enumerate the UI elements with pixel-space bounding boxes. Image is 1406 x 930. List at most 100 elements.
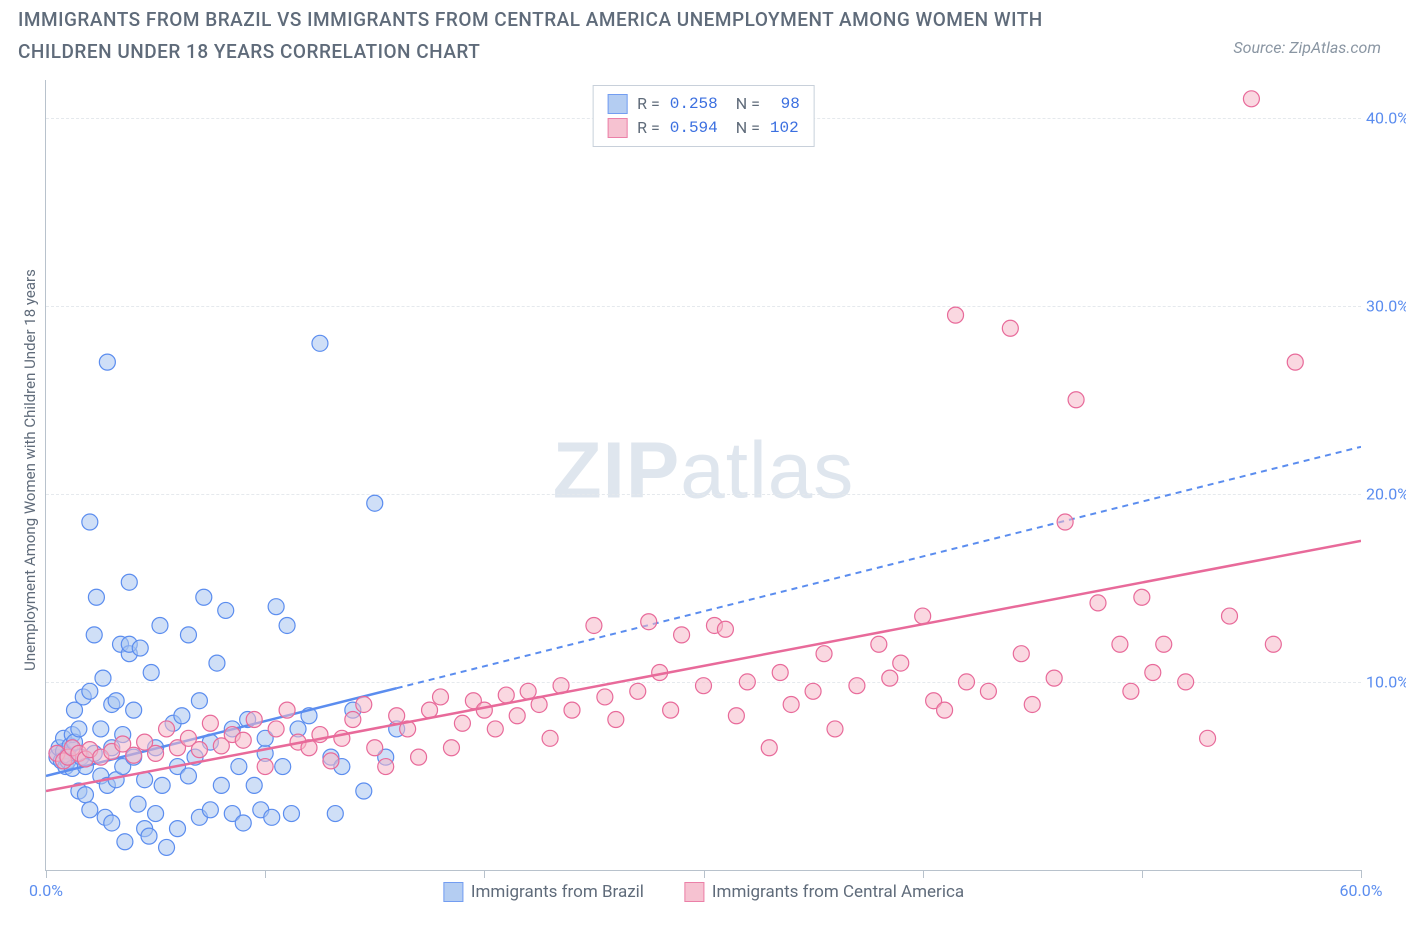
- data-point: [871, 636, 887, 652]
- data-point: [104, 815, 120, 831]
- legend-item-1: Immigrants from Central America: [684, 882, 964, 902]
- data-point: [141, 828, 157, 844]
- data-point: [268, 721, 284, 737]
- data-point: [641, 614, 657, 630]
- data-point: [257, 759, 273, 775]
- data-point: [356, 783, 372, 799]
- data-point: [191, 693, 207, 709]
- chart-title: IMMIGRANTS FROM BRAZIL VS IMMIGRANTS FRO…: [18, 4, 1118, 69]
- swatch-icon: [684, 882, 704, 902]
- data-point: [937, 702, 953, 718]
- data-point: [443, 740, 459, 756]
- data-point: [1013, 646, 1029, 662]
- data-point: [520, 683, 536, 699]
- data-point: [367, 740, 383, 756]
- data-point: [148, 806, 164, 822]
- data-point: [816, 646, 832, 662]
- data-point: [323, 753, 339, 769]
- data-point: [345, 712, 361, 728]
- data-point: [121, 574, 137, 590]
- data-point: [279, 617, 295, 633]
- data-point: [542, 730, 558, 746]
- y-tick-label: 10.0%: [1366, 672, 1406, 691]
- data-point: [235, 815, 251, 831]
- data-point: [487, 721, 503, 737]
- data-point: [159, 839, 175, 855]
- y-tick-label: 30.0%: [1366, 296, 1406, 315]
- y-tick-label: 20.0%: [1366, 484, 1406, 503]
- data-point: [143, 665, 159, 681]
- data-point: [696, 678, 712, 694]
- data-point: [235, 732, 251, 748]
- data-point: [209, 655, 225, 671]
- data-point: [772, 665, 788, 681]
- data-point: [783, 696, 799, 712]
- data-point: [126, 747, 142, 763]
- data-point: [454, 715, 470, 731]
- chart-container: IMMIGRANTS FROM BRAZIL VS IMMIGRANTS FRO…: [0, 0, 1406, 930]
- data-point: [82, 683, 98, 699]
- data-point: [71, 721, 87, 737]
- data-point: [948, 307, 964, 323]
- data-point: [283, 806, 299, 822]
- data-point: [130, 796, 146, 812]
- data-point: [312, 335, 328, 351]
- data-point: [327, 806, 343, 822]
- data-point: [509, 708, 525, 724]
- data-point: [82, 802, 98, 818]
- data-point: [1222, 608, 1238, 624]
- data-point: [1243, 91, 1259, 107]
- data-point: [564, 702, 580, 718]
- plot-area: ZIPatlas 10.0%20.0%30.0%40.0% R = 0.258 …: [45, 80, 1361, 871]
- data-point: [174, 708, 190, 724]
- data-point: [196, 589, 212, 605]
- data-point: [1145, 665, 1161, 681]
- data-point: [597, 689, 613, 705]
- data-point: [1068, 392, 1084, 408]
- data-point: [275, 759, 291, 775]
- bottom-legend: Immigrants from Brazil Immigrants from C…: [443, 882, 964, 902]
- data-point: [1090, 595, 1106, 611]
- scatter-svg: [46, 80, 1361, 870]
- y-axis-label: Unemployment Among Women with Children U…: [21, 269, 39, 671]
- data-point: [411, 749, 427, 765]
- data-point: [882, 670, 898, 686]
- data-point: [586, 617, 602, 633]
- data-point: [498, 687, 514, 703]
- data-point: [1002, 320, 1018, 336]
- source-credit: Source: ZipAtlas.com: [1233, 38, 1381, 57]
- data-point: [180, 627, 196, 643]
- data-point: [279, 702, 295, 718]
- stats-row-1: R = 0.594 N = 102: [607, 116, 800, 140]
- data-point: [170, 821, 186, 837]
- x-tick-label: 0.0%: [29, 881, 63, 900]
- data-point: [367, 495, 383, 511]
- data-point: [389, 708, 405, 724]
- data-point: [827, 721, 843, 737]
- data-point: [152, 617, 168, 633]
- data-point: [663, 702, 679, 718]
- data-point: [213, 777, 229, 793]
- data-point: [202, 715, 218, 731]
- data-point: [915, 608, 931, 624]
- data-point: [264, 809, 280, 825]
- y-tick-label: 40.0%: [1366, 108, 1406, 127]
- data-point: [1112, 636, 1128, 652]
- data-point: [608, 712, 624, 728]
- data-point: [88, 589, 104, 605]
- data-point: [154, 777, 170, 793]
- data-point: [1156, 636, 1172, 652]
- data-point: [126, 702, 142, 718]
- data-point: [246, 777, 262, 793]
- data-point: [959, 674, 975, 690]
- data-point: [630, 683, 646, 699]
- trend-line: [46, 541, 1361, 791]
- data-point: [433, 689, 449, 705]
- swatch-icon: [443, 882, 463, 902]
- data-point: [1046, 670, 1062, 686]
- data-point: [1265, 636, 1281, 652]
- data-point: [728, 708, 744, 724]
- swatch-icon: [607, 94, 627, 114]
- data-point: [1024, 696, 1040, 712]
- data-point: [191, 742, 207, 758]
